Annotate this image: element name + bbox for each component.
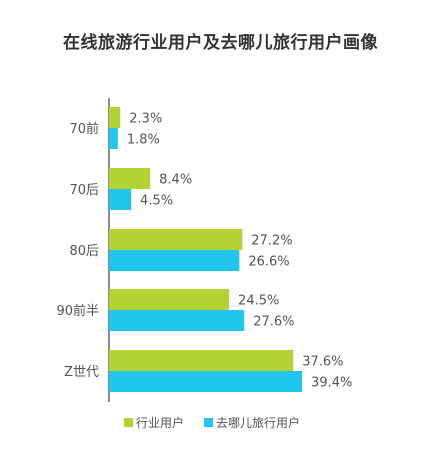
chart-title: 在线旅游行业用户及去哪儿旅行用户画像	[63, 33, 378, 53]
legend: 行业用户 去哪儿旅行用户	[124, 415, 300, 430]
bar-qunar-4	[109, 371, 303, 392]
category-label: 80后	[69, 244, 99, 259]
bars-group	[109, 107, 303, 392]
data-label: 8.4%	[159, 173, 192, 188]
bar-qunar-2	[109, 250, 240, 271]
bar-industry-4	[109, 350, 294, 371]
category-label: Z世代	[64, 365, 99, 380]
category-label: 70前	[69, 121, 99, 137]
data-label: 4.5%	[140, 194, 173, 209]
data-label: 37.6%	[302, 355, 343, 370]
bar-industry-2	[109, 229, 243, 250]
data-label: 26.6%	[248, 255, 289, 270]
category-label: 90前半	[56, 303, 99, 319]
data-label: 27.6%	[253, 315, 294, 330]
value-labels: 2.3% 1.8% 8.4% 4.5% 27.2% 26.6% 24.5% 27.6% 37.6…	[127, 112, 353, 391]
legend-swatch	[124, 418, 133, 427]
data-label: 2.3%	[129, 112, 162, 127]
bar-industry-0	[109, 107, 121, 128]
bar-industry-1	[109, 168, 151, 189]
legend-swatch	[204, 418, 213, 427]
legend-label: 行业用户	[136, 415, 184, 430]
bar-qunar-1	[109, 189, 132, 210]
category-labels: 70前 70后 80后 90前半 Z世代	[56, 121, 99, 380]
data-label: 39.4%	[311, 376, 352, 391]
bar-qunar-3	[109, 310, 245, 331]
category-label: 70后	[69, 183, 99, 198]
bar-qunar-0	[109, 128, 118, 149]
bar-industry-3	[109, 289, 230, 310]
data-label: 24.5%	[238, 294, 279, 309]
data-label: 1.8%	[127, 133, 160, 148]
legend-label: 去哪儿旅行用户	[216, 415, 300, 430]
data-label: 27.2%	[251, 234, 292, 249]
